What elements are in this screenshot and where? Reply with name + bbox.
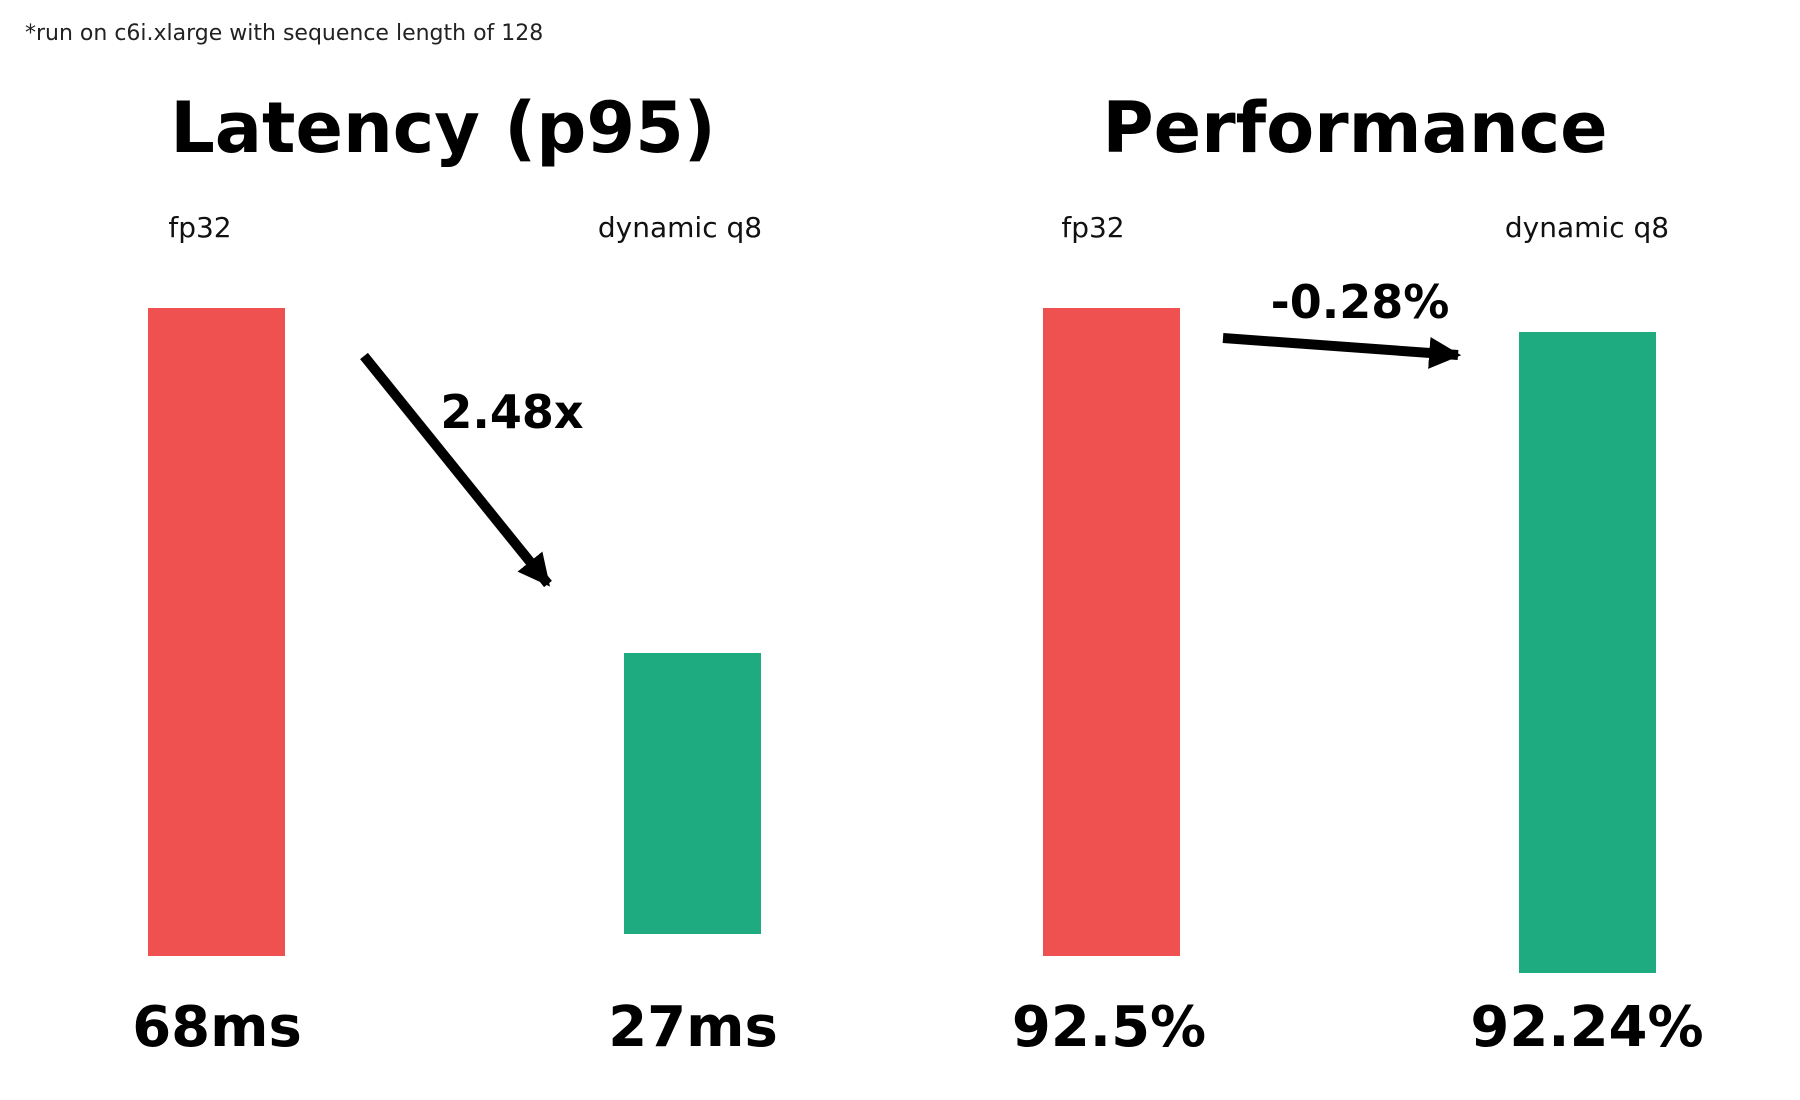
performance-bar-fp32: [1043, 308, 1180, 956]
latency-bar-dynamic-q8: [624, 653, 761, 934]
latency-speedup-label: 2.48x: [440, 385, 583, 439]
performance-category-fp32: fp32: [1061, 211, 1124, 244]
latency-arrow: [360, 352, 552, 588]
performance-panel: Performance fp32 dynamic q8 -0.28% 92.5%…: [1012, 87, 1704, 1060]
latency-category-fp32: fp32: [168, 211, 231, 244]
latency-panel: Latency (p95) fp32 dynamic q8 2.48x 68ms…: [132, 87, 778, 1060]
footnote: *run on c6i.xlarge with sequence length …: [25, 21, 543, 46]
latency-title: Latency (p95): [170, 87, 716, 169]
latency-bar-fp32: [148, 308, 285, 956]
latency-category-dynamic-q8: dynamic q8: [598, 211, 762, 244]
performance-value-fp32: 92.5%: [1012, 995, 1206, 1060]
latency-value-fp32: 68ms: [132, 995, 302, 1060]
performance-delta-label: -0.28%: [1271, 275, 1450, 329]
performance-title: Performance: [1102, 87, 1607, 169]
performance-bar-dynamic-q8: [1519, 332, 1656, 973]
performance-category-dynamic-q8: dynamic q8: [1505, 211, 1669, 244]
latency-value-dynamic-q8: 27ms: [608, 995, 778, 1060]
performance-arrow: [1222, 333, 1462, 369]
performance-value-dynamic-q8: 92.24%: [1470, 995, 1703, 1060]
